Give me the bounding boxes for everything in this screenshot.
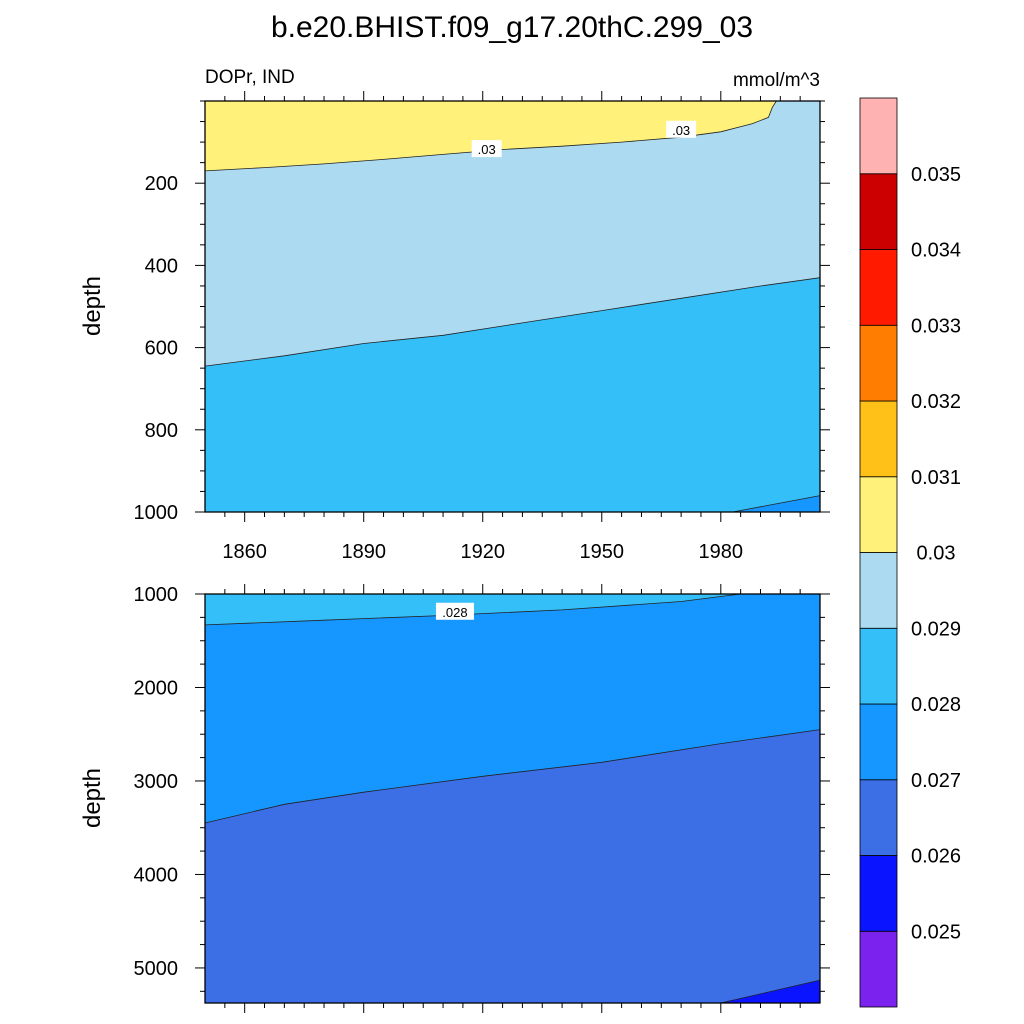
colorbar-box (859, 173, 898, 250)
contour-line-label: .03 (672, 123, 690, 138)
plot-frame (204, 593, 821, 1004)
colorbar-box (859, 324, 898, 402)
colorbar-label: 0.031 (911, 467, 961, 489)
y-tick-label: 3000 (134, 771, 179, 793)
y-tick-label: 2000 (134, 677, 179, 699)
contour-line-label: .028 (442, 605, 467, 620)
units-label: mmol/m^3 (733, 70, 820, 91)
panel-lower: .028 1000 2000 3000 4000 5000 (134, 584, 830, 1013)
colorbar-box (859, 627, 898, 705)
contour-label-box (666, 120, 697, 138)
colorbar-box (859, 97, 898, 175)
colorbar-label: 0.026 (911, 846, 961, 868)
y-tick-label: 400 (145, 255, 178, 277)
colorbar-box (859, 779, 898, 856)
x-tick-label: 1950 (580, 541, 625, 563)
panel-upper: .03 .03 1860 1890 1920 1950 1980 200 400 600 800 10… (134, 91, 830, 563)
contour-label-box (435, 602, 474, 620)
y-axis-label-lower: depth (79, 768, 106, 828)
y-tick-label: 600 (145, 338, 178, 360)
colorbar-label: 0.034 (911, 240, 961, 262)
colorbar-box (859, 855, 898, 932)
contour-label-box (471, 140, 502, 158)
colorbar: 0.025 0.026 0.027 0.028 0.029 0.03 0.031 0.032 0… (859, 97, 961, 1008)
x-tick-label: 1920 (460, 541, 505, 563)
contour-line (204, 729, 821, 824)
colorbar-label: 0.025 (911, 921, 961, 943)
colorbar-box (859, 930, 898, 1008)
y-tick-label: 1000 (134, 502, 179, 524)
chart-title: b.e20.BHIST.f09_g17.20thC.299_03 (271, 11, 753, 44)
contour-line-label: .03 (478, 142, 496, 157)
contour-line (204, 100, 820, 172)
y-tick-label: 800 (145, 420, 178, 442)
y-tick-label: 5000 (134, 958, 179, 980)
contour-region (205, 101, 777, 171)
colorbar-box (859, 400, 898, 478)
colorbar-box (859, 249, 898, 326)
contour-region (205, 101, 820, 367)
colorbar-box (859, 703, 898, 781)
colorbar-label: 0.035 (911, 164, 961, 186)
x-tick-label: 1860 (222, 541, 267, 563)
colorbar-label: 0.028 (911, 694, 961, 716)
contour-line (204, 277, 821, 367)
colorbar-label: 0.032 (911, 391, 961, 413)
y-axis-label-upper: depth (79, 276, 106, 336)
colorbar-box (859, 476, 898, 553)
contour-region (205, 729, 820, 1003)
contour-line (732, 495, 821, 513)
colorbar-label: 0.033 (911, 315, 961, 337)
x-tick-label: 1980 (699, 541, 744, 563)
colorbar-label: 0.03 (917, 543, 956, 565)
contour-line (720, 979, 821, 1004)
variable-region-label: DOPr, IND (205, 67, 295, 88)
y-tick-label: 200 (145, 173, 178, 195)
colorbar-label: 0.027 (911, 770, 961, 792)
contour-region (205, 277, 820, 512)
y-tick-label: 1000 (134, 584, 179, 606)
colorbar-label: 0.029 (911, 618, 961, 640)
colorbar-box (859, 552, 898, 629)
contour-region (205, 594, 820, 823)
y-tick-label: 4000 (134, 864, 179, 886)
x-tick-label: 1890 (341, 541, 386, 563)
